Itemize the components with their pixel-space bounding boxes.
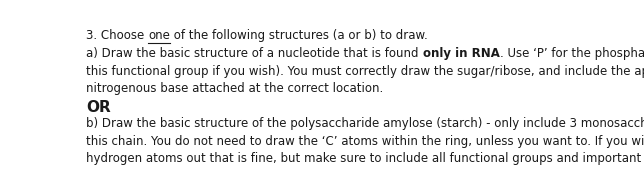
Text: one: one <box>149 29 171 42</box>
Text: nitrogenous base attached at the correct location.: nitrogenous base attached at the correct… <box>86 82 384 95</box>
Text: OR: OR <box>86 100 111 115</box>
Text: this chain. You do not need to draw the ‘C’ atoms within the ring, unless you wa: this chain. You do not need to draw the … <box>86 135 644 148</box>
Text: this functional group if you wish). You must correctly draw the sugar/ribose, an: this functional group if you wish). You … <box>86 65 644 78</box>
Text: of the following structures (a or b) to draw.: of the following structures (a or b) to … <box>171 29 428 42</box>
Text: a) Draw the basic structure of a nucleotide that is found: a) Draw the basic structure of a nucleot… <box>86 47 422 60</box>
Text: 3. Choose: 3. Choose <box>86 29 149 42</box>
Text: hydrogen atoms out that is fine, but make sure to include all functional groups : hydrogen atoms out that is fine, but mak… <box>86 152 644 165</box>
Text: b) Draw the basic structure of the polysaccharide amylose (starch) - only includ: b) Draw the basic structure of the polys… <box>86 117 644 130</box>
Text: only in RNA: only in RNA <box>422 47 500 60</box>
Text: . Use ‘P’ for the phosphate (or try to draw: . Use ‘P’ for the phosphate (or try to d… <box>500 47 644 60</box>
